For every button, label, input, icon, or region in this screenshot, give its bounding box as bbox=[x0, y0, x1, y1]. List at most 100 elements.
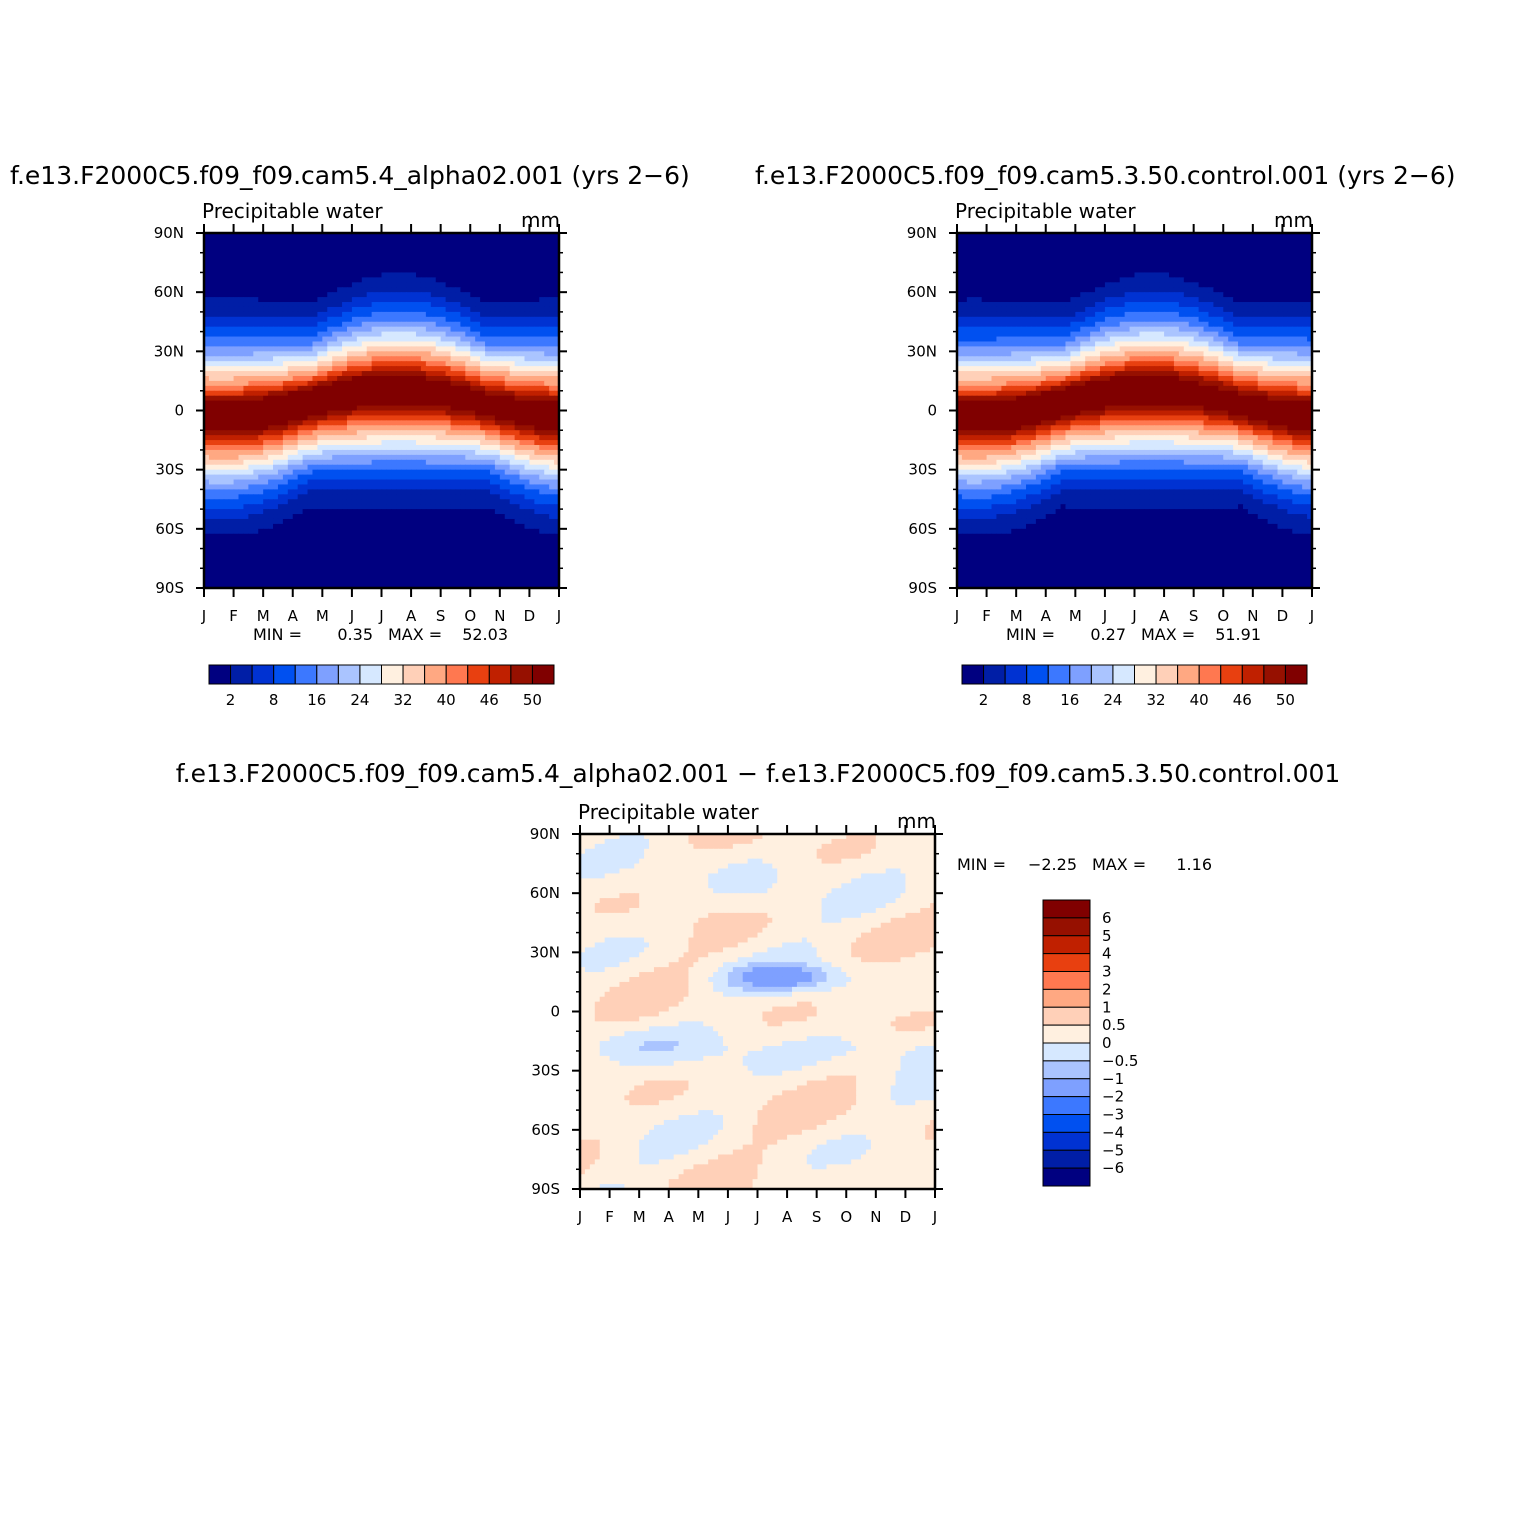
heatmap-cell bbox=[223, 420, 230, 426]
heatmap-cell bbox=[312, 445, 318, 451]
heatmap-cell bbox=[544, 292, 550, 298]
heatmap-cell bbox=[420, 420, 427, 426]
heatmap-cell bbox=[243, 459, 249, 466]
heatmap-cell bbox=[440, 415, 447, 421]
heatmap-cell bbox=[411, 302, 417, 308]
heatmap-cell bbox=[282, 563, 289, 569]
heatmap-cell bbox=[499, 366, 506, 372]
heatmap-cell bbox=[509, 518, 516, 525]
heatmap-cell bbox=[460, 449, 466, 456]
heatmap-cell bbox=[208, 415, 215, 421]
heatmap-cell bbox=[450, 375, 457, 382]
heatmap-cell bbox=[509, 380, 516, 387]
heatmap-cell bbox=[499, 533, 506, 540]
heatmap-cell bbox=[509, 425, 516, 431]
heatmap-cell bbox=[356, 563, 363, 569]
heatmap-cell bbox=[376, 435, 383, 441]
heatmap-cell bbox=[411, 445, 417, 451]
heatmap-cell bbox=[489, 523, 496, 530]
heatmap-cell bbox=[268, 533, 274, 540]
heatmap-cell bbox=[258, 543, 264, 550]
heatmap-cell bbox=[218, 533, 225, 540]
heatmap-cell bbox=[445, 435, 452, 441]
heatmap-cell bbox=[470, 425, 476, 431]
heatmap-cell bbox=[356, 509, 363, 515]
heatmap-cell bbox=[287, 395, 294, 402]
heatmap-cell bbox=[307, 371, 314, 377]
heatmap-cell bbox=[248, 252, 254, 259]
heatmap-cell bbox=[223, 400, 230, 407]
heatmap-cell bbox=[376, 341, 383, 347]
heatmap-cell bbox=[273, 405, 279, 412]
heatmap-cell bbox=[539, 400, 545, 407]
heatmap-cell bbox=[342, 499, 348, 505]
heatmap-cell bbox=[544, 558, 550, 564]
heatmap-cell bbox=[337, 385, 343, 392]
heatmap-cell bbox=[253, 351, 259, 357]
heatmap-cell bbox=[549, 395, 555, 402]
heatmap-cell bbox=[243, 469, 249, 476]
heatmap-cell bbox=[455, 494, 461, 500]
heatmap-cell bbox=[514, 311, 521, 318]
heatmap-cell bbox=[435, 499, 442, 505]
heatmap-cell bbox=[371, 341, 378, 347]
heatmap-cell bbox=[430, 306, 437, 313]
heatmap-cell bbox=[549, 361, 555, 367]
heatmap-cell bbox=[346, 247, 353, 254]
heatmap-cell bbox=[218, 316, 225, 323]
heatmap-cell bbox=[204, 454, 210, 461]
heatmap-cell bbox=[253, 499, 259, 505]
heatmap-cell bbox=[460, 331, 466, 338]
heatmap-cell bbox=[381, 528, 388, 535]
heatmap-cell bbox=[297, 573, 304, 579]
heatmap-cell bbox=[208, 553, 215, 560]
heatmap-cell bbox=[509, 405, 516, 412]
heatmap-cell bbox=[208, 489, 215, 495]
heatmap-cell bbox=[524, 489, 531, 495]
heatmap-cell bbox=[504, 400, 511, 407]
heatmap-cell bbox=[401, 262, 407, 269]
heatmap-cell bbox=[322, 262, 328, 269]
heatmap-cell bbox=[416, 371, 422, 377]
heatmap-cell bbox=[509, 366, 516, 372]
heatmap-cell bbox=[514, 494, 521, 500]
heatmap-cell bbox=[337, 558, 343, 564]
heatmap-cell bbox=[273, 233, 279, 239]
heatmap-cell bbox=[292, 272, 299, 278]
heatmap-cell bbox=[218, 247, 225, 254]
heatmap-cell bbox=[406, 233, 412, 239]
heatmap-cell bbox=[534, 514, 540, 520]
heatmap-cell bbox=[440, 464, 447, 471]
heatmap-cell bbox=[346, 518, 353, 525]
heatmap-cell bbox=[213, 543, 220, 550]
heatmap-cell bbox=[356, 425, 363, 431]
heatmap-cell bbox=[307, 237, 314, 244]
heatmap-cell bbox=[258, 528, 264, 535]
heatmap-cell bbox=[539, 435, 545, 441]
heatmap-cell bbox=[233, 420, 240, 426]
heatmap-cell bbox=[268, 316, 274, 323]
heatmap-cell bbox=[223, 410, 230, 417]
heatmap-cell bbox=[524, 415, 531, 421]
heatmap-cell bbox=[307, 351, 314, 357]
heatmap-cell bbox=[366, 518, 373, 525]
heatmap-cell bbox=[465, 558, 471, 564]
heatmap-cell bbox=[440, 252, 447, 259]
heatmap-cell bbox=[494, 504, 501, 510]
heatmap-cell bbox=[213, 449, 220, 456]
heatmap-cell bbox=[475, 425, 481, 431]
heatmap-cell bbox=[554, 302, 560, 308]
heatmap-cell bbox=[504, 395, 511, 402]
heatmap-cell bbox=[450, 410, 457, 417]
heatmap-cell bbox=[450, 390, 457, 397]
heatmap-cell bbox=[233, 464, 240, 471]
heatmap-cell bbox=[386, 267, 392, 274]
heatmap-cell bbox=[470, 504, 476, 510]
heatmap-cell bbox=[208, 573, 215, 579]
heatmap-cell bbox=[396, 528, 402, 535]
heatmap-cell bbox=[391, 504, 397, 510]
heatmap-cell bbox=[204, 568, 210, 574]
heatmap-cell bbox=[312, 504, 318, 510]
heatmap-cell bbox=[213, 233, 220, 239]
heatmap-cell bbox=[549, 346, 555, 352]
